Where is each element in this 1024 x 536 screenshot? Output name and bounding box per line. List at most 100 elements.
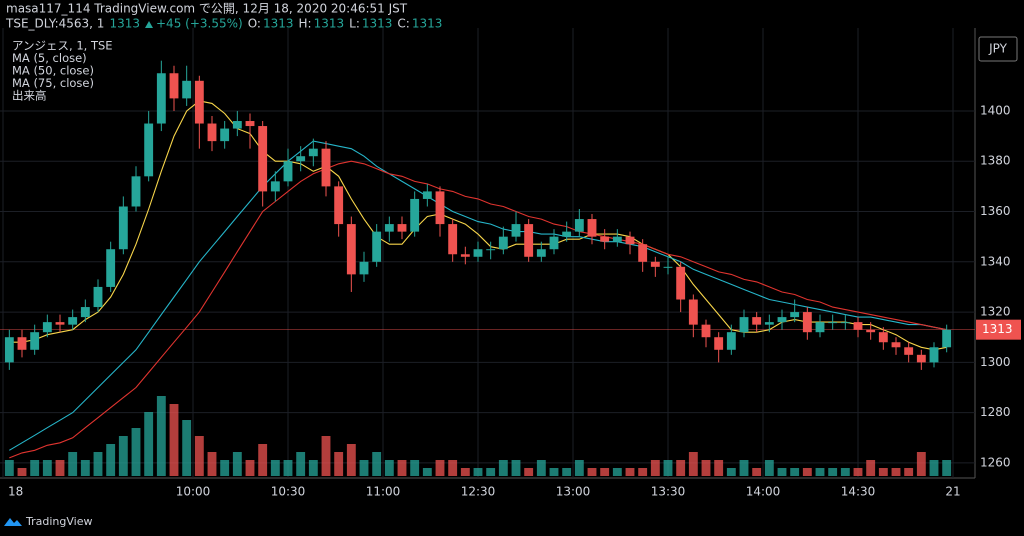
candle-body: [802, 312, 812, 333]
candle-body: [574, 219, 584, 232]
change: +45 (+3.55%): [156, 17, 243, 31]
volume-bar: [42, 460, 52, 476]
candle-body: [118, 206, 128, 250]
volume-bar: [118, 436, 128, 476]
volume-bar: [587, 468, 597, 476]
volume-bar: [916, 452, 926, 476]
x-tick-label: 21: [945, 485, 960, 499]
y-tick-label: 1280: [980, 405, 1011, 419]
x-tick-label: 10:30: [271, 485, 306, 499]
candle-body: [93, 286, 103, 308]
candle-body: [498, 236, 508, 250]
candle-body: [638, 244, 648, 262]
volume-bar: [384, 460, 394, 476]
volume-bar: [625, 468, 635, 476]
candle-body: [296, 156, 306, 162]
volume-bar: [511, 460, 521, 476]
volume-bar: [68, 452, 78, 476]
candle-body: [4, 337, 14, 363]
candle-body: [17, 337, 27, 350]
candle-body: [42, 322, 52, 333]
legend-entry: 出来高: [12, 89, 47, 103]
volume-bar: [802, 468, 812, 476]
candle-body: [410, 198, 420, 232]
volume-bar: [460, 468, 470, 476]
ma-line: [9, 140, 947, 451]
brand: TradingView: [25, 515, 92, 528]
volume-bar: [4, 460, 14, 476]
ma-line: [9, 160, 947, 459]
volume-bar: [701, 460, 711, 476]
x-tick-label: 13:00: [556, 485, 591, 499]
candle-body: [194, 80, 204, 124]
volume-bar: [169, 404, 179, 476]
candle-body: [55, 322, 65, 325]
candle-body: [435, 191, 445, 225]
x-tick-label: 14:30: [841, 485, 876, 499]
candle-body: [131, 176, 141, 207]
candle-body: [916, 354, 926, 363]
volume-bar: [663, 460, 673, 476]
candle-body: [752, 317, 762, 325]
candle-body: [334, 186, 344, 225]
candle-body: [397, 224, 407, 232]
candle-body: [346, 224, 356, 275]
header-last: 1313: [109, 17, 140, 31]
symbol: TSE_DLY:4563, 1: [5, 17, 104, 31]
volume-bar: [777, 468, 787, 476]
candle-body: [422, 191, 432, 199]
candle-body: [891, 342, 901, 348]
volume-bar: [688, 452, 698, 476]
volume-bar: [524, 468, 534, 476]
volume-bar: [574, 460, 584, 476]
volume-bar: [131, 428, 141, 476]
ohlc-value: 1313: [412, 17, 443, 31]
legend-entry: MA (75, close): [12, 76, 94, 90]
candle-body: [625, 236, 635, 245]
candle-body: [283, 161, 293, 182]
volume-bar: [308, 460, 318, 476]
volume-bar: [245, 460, 255, 476]
candle-body: [549, 236, 559, 250]
volume-bar: [929, 460, 939, 476]
volume-bar: [828, 468, 838, 476]
volume-bar: [878, 468, 888, 476]
volume-bar: [815, 468, 825, 476]
candle-body: [511, 224, 521, 237]
candle-body: [815, 322, 825, 333]
y-tick-label: 1300: [980, 355, 1011, 369]
candle-body: [663, 266, 673, 268]
y-tick-label: 1400: [980, 103, 1011, 117]
candle-body: [650, 261, 660, 267]
volume-bar: [840, 468, 850, 476]
currency-box: [978, 36, 1018, 62]
candle-body: [372, 231, 382, 262]
volume-bar: [232, 452, 242, 476]
y-tick-label: 1360: [980, 204, 1011, 218]
ma-line: [9, 100, 947, 351]
candle-body: [270, 181, 280, 192]
legend-entry: MA (5, close): [12, 51, 87, 65]
candle-body: [600, 236, 610, 242]
candle-body: [777, 317, 787, 323]
candle-body: [68, 317, 78, 325]
candle-body: [156, 73, 166, 124]
volume-bar: [549, 468, 559, 476]
candle-body: [853, 322, 863, 330]
volume-bar: [853, 468, 863, 476]
candle-body: [676, 266, 686, 300]
volume-bar: [536, 460, 546, 476]
publisher: masa117_114 TradingView.com で公開, 12月 18,…: [6, 2, 408, 16]
candle-body: [460, 254, 470, 257]
currency: JPY: [988, 42, 1008, 56]
volume-bar: [296, 452, 306, 476]
candle-body: [30, 332, 40, 350]
volume-bar: [397, 460, 407, 476]
candle-body: [106, 249, 116, 287]
candle-body: [245, 121, 255, 127]
volume-bar: [473, 468, 483, 476]
ohlc-value: 1313: [263, 17, 294, 31]
volume-bar: [764, 460, 774, 476]
ohlc-value: 1313: [314, 17, 345, 31]
